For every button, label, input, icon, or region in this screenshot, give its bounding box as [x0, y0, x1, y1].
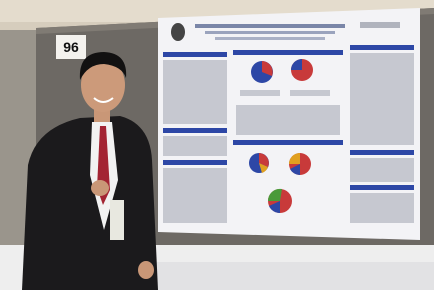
pie-chart — [249, 153, 269, 173]
pie-chart — [251, 61, 273, 83]
photo: 96 — [0, 0, 434, 290]
section-header — [163, 160, 227, 165]
section-header — [350, 45, 414, 50]
poster-title — [195, 24, 345, 28]
poster-title — [205, 31, 335, 34]
section-header — [233, 140, 343, 145]
page: {"board_number": "96"} 96 — [0, 0, 434, 290]
pie-chart — [289, 153, 311, 175]
section-header — [163, 128, 227, 133]
suit — [22, 116, 158, 290]
section-header — [350, 185, 414, 190]
board-number: 96 — [63, 39, 79, 55]
badge — [110, 200, 124, 240]
section-header — [163, 52, 227, 57]
hand — [138, 261, 154, 279]
section-header — [350, 150, 414, 155]
table-top — [150, 262, 434, 290]
poster — [158, 8, 420, 240]
hand — [91, 180, 109, 196]
pie-chart — [268, 189, 292, 213]
poster-logo-text — [360, 22, 400, 28]
section-header — [233, 50, 343, 55]
poster-title — [215, 37, 325, 40]
poster-logo — [171, 23, 185, 41]
pie-chart — [291, 59, 313, 81]
